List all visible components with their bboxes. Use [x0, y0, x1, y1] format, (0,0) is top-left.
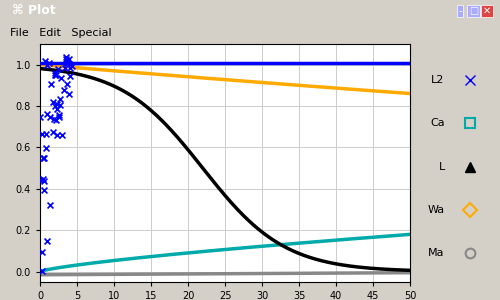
Point	[66, 74, 74, 78]
Point	[42, 146, 50, 150]
Point	[42, 59, 50, 64]
Text: File   Edit   Special: File Edit Special	[10, 28, 112, 38]
Point	[50, 130, 58, 134]
Point	[36, 178, 44, 182]
Point	[44, 112, 52, 116]
Text: L2: L2	[432, 75, 445, 85]
Point	[42, 132, 50, 137]
Point	[56, 113, 64, 118]
Point	[50, 116, 58, 121]
Point	[46, 114, 54, 119]
Text: Ma: Ma	[428, 248, 445, 258]
Point	[46, 202, 54, 207]
Point	[40, 156, 48, 161]
Point	[62, 55, 70, 59]
Point	[44, 61, 52, 65]
Point	[38, 131, 46, 136]
Text: Ca: Ca	[430, 118, 445, 128]
Point	[66, 66, 74, 71]
Text: □: □	[469, 6, 478, 16]
Point	[50, 73, 58, 77]
Point	[42, 238, 50, 243]
Point	[63, 60, 71, 65]
Point	[53, 132, 61, 137]
Point	[63, 60, 71, 65]
Point	[64, 82, 72, 87]
Text: ✕: ✕	[483, 6, 491, 16]
Text: L: L	[438, 162, 445, 172]
Point	[51, 71, 59, 76]
Point	[62, 57, 70, 62]
Point	[64, 57, 72, 62]
Point	[38, 156, 46, 161]
Text: ⌘ Plot: ⌘ Plot	[12, 4, 56, 17]
Point	[40, 179, 48, 184]
Point	[57, 76, 65, 81]
Point	[51, 103, 59, 108]
Point	[56, 96, 64, 101]
Text: -: -	[458, 6, 462, 16]
Point	[46, 82, 54, 87]
Point	[56, 102, 64, 107]
Point	[40, 188, 48, 193]
Point	[38, 249, 46, 254]
Text: Wa: Wa	[428, 205, 445, 215]
Point	[62, 65, 70, 70]
Point	[48, 100, 56, 105]
Point	[36, 115, 44, 120]
Point	[43, 63, 51, 68]
Point	[39, 177, 47, 182]
Point	[58, 133, 66, 138]
Point	[38, 269, 46, 274]
Point	[53, 102, 61, 107]
Point	[52, 106, 60, 111]
Point	[54, 67, 62, 71]
Point	[52, 117, 60, 122]
Point	[66, 92, 74, 97]
Point	[52, 73, 60, 78]
Point	[60, 87, 68, 92]
Point	[54, 115, 62, 120]
Point	[68, 64, 76, 68]
